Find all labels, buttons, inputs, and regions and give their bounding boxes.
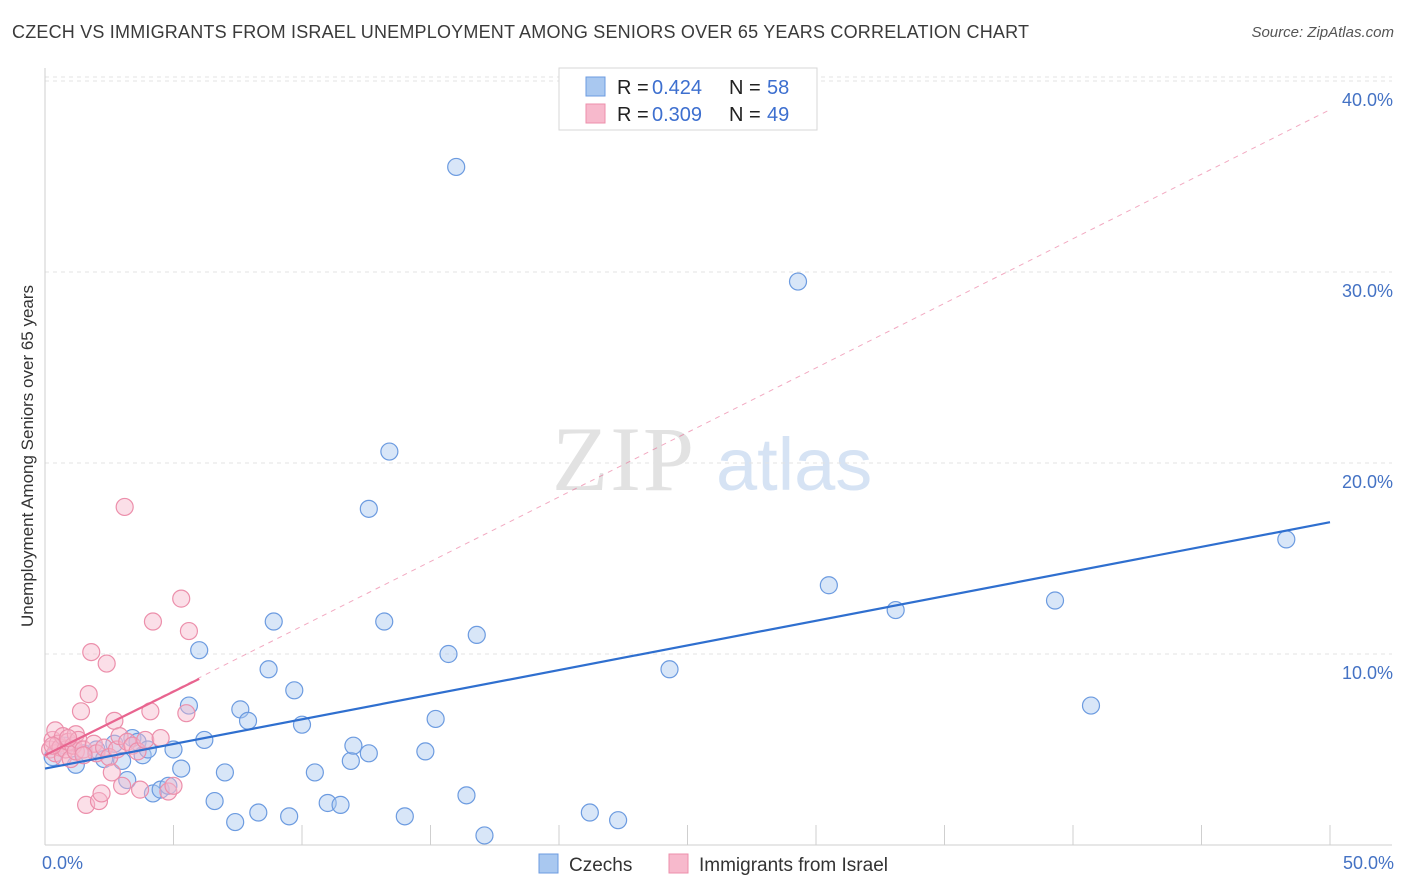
czech-point[interactable] <box>215 763 234 782</box>
legend-r-label-israel: R = <box>617 104 649 126</box>
israel-point[interactable] <box>115 497 134 517</box>
czech-point[interactable] <box>264 612 283 631</box>
legend-r-label-czechs: R = <box>617 77 649 99</box>
israel-point[interactable] <box>92 784 111 803</box>
y-tick-label-30: 30.0% <box>1342 281 1393 301</box>
czech-point[interactable] <box>1277 530 1296 549</box>
czech-point[interactable] <box>375 612 394 631</box>
axes <box>44 68 1392 846</box>
czech-point[interactable] <box>205 791 224 811</box>
czech-point[interactable] <box>344 736 363 755</box>
y-tick-label-40: 40.0% <box>1342 90 1393 110</box>
legend-swatch-israel <box>585 103 606 124</box>
czech-point[interactable] <box>238 711 258 730</box>
israel-point[interactable] <box>143 612 163 631</box>
israel-point[interactable] <box>159 782 178 801</box>
tick-labels: 10.0% 20.0% 30.0% 40.0% 0.0% 50.0% <box>42 90 1394 873</box>
israel-point[interactable] <box>136 730 155 750</box>
series-legend-label-israel[interactable]: Immigrants from Israel <box>699 855 888 876</box>
legend-n-value-czechs: 58 <box>767 77 789 99</box>
czech-point[interactable] <box>305 763 324 782</box>
watermark-zip: ZIP <box>552 408 696 510</box>
czech-trend-line <box>44 521 1331 770</box>
czech-point[interactable] <box>331 795 350 814</box>
x-tick-label-0: 0.0% <box>42 853 83 873</box>
series-legend-label-czechs[interactable]: Czechs <box>569 855 632 876</box>
legend-n-value-israel: 49 <box>767 104 789 126</box>
israel-point[interactable] <box>79 685 98 704</box>
czech-point[interactable] <box>226 812 245 832</box>
israel-point[interactable] <box>177 704 196 723</box>
series-legend-swatch-czechs[interactable] <box>538 853 559 874</box>
czech-point[interactable] <box>660 660 679 679</box>
czech-point[interactable] <box>285 681 304 700</box>
czech-point[interactable] <box>819 576 838 595</box>
czech-point[interactable] <box>249 803 268 822</box>
stats-legend: R = 0.424 N = 58 R = 0.309 N = 49 <box>558 67 818 131</box>
x-axis-ticks <box>173 825 1331 845</box>
czech-point[interactable] <box>788 272 808 291</box>
data-points <box>41 157 1296 845</box>
x-tick-label-50: 50.0% <box>1343 853 1394 873</box>
czech-point[interactable] <box>359 744 378 763</box>
czech-point[interactable] <box>457 786 476 805</box>
legend-swatch-czechs <box>585 76 606 97</box>
source-credit: Source: ZipAtlas.com <box>1251 24 1394 41</box>
series-legend-swatch-israel[interactable] <box>668 853 689 874</box>
czech-point[interactable] <box>447 157 466 177</box>
y-axis-title: Unemployment Among Seniors over 65 years <box>18 285 37 627</box>
series-legend: Czechs Immigrants from Israel <box>538 853 888 876</box>
legend-n-label-israel: N = <box>729 104 761 126</box>
y-tick-label-20: 20.0% <box>1342 472 1393 492</box>
israel-point[interactable] <box>172 589 191 608</box>
israel-trend-extended <box>44 109 1331 756</box>
gridlines <box>45 76 1392 655</box>
czech-point[interactable] <box>280 807 299 826</box>
czech-point[interactable] <box>172 759 191 778</box>
legend-r-value-czechs: 0.424 <box>652 77 702 99</box>
legend-r-value-israel: 0.309 <box>652 104 702 126</box>
israel-point[interactable] <box>102 763 121 782</box>
chart-title: CZECH VS IMMIGRANTS FROM ISRAEL UNEMPLOY… <box>12 22 1030 42</box>
czech-point[interactable] <box>475 826 494 845</box>
legend-n-label-czechs: N = <box>729 77 761 99</box>
israel-point[interactable] <box>151 728 170 748</box>
israel-point[interactable] <box>112 776 132 795</box>
israel-point[interactable] <box>179 621 199 641</box>
israel-point[interactable] <box>130 780 150 799</box>
israel-point[interactable] <box>164 776 183 795</box>
czech-point[interactable] <box>395 807 414 826</box>
israel-point[interactable] <box>71 702 91 721</box>
czech-point[interactable] <box>580 803 599 822</box>
czech-point[interactable] <box>341 751 360 771</box>
czech-point[interactable] <box>359 499 378 518</box>
czech-point[interactable] <box>190 641 209 660</box>
czech-point[interactable] <box>259 660 278 679</box>
czech-point[interactable] <box>1081 696 1101 715</box>
trend-lines <box>44 109 1331 770</box>
czech-point[interactable] <box>467 625 486 645</box>
israel-point[interactable] <box>82 642 101 662</box>
czech-point[interactable] <box>426 709 445 729</box>
czech-point[interactable] <box>609 811 628 830</box>
israel-point[interactable] <box>97 654 116 673</box>
czech-point[interactable] <box>159 776 178 795</box>
czech-point[interactable] <box>416 742 435 761</box>
y-tick-label-10: 10.0% <box>1342 663 1393 683</box>
czech-point[interactable] <box>118 770 137 790</box>
czech-point[interactable] <box>439 644 458 664</box>
watermark-atlas: atlas <box>716 423 872 506</box>
czech-point[interactable] <box>1045 591 1065 610</box>
israel-trend-line <box>44 677 200 757</box>
czech-point[interactable] <box>380 442 399 461</box>
